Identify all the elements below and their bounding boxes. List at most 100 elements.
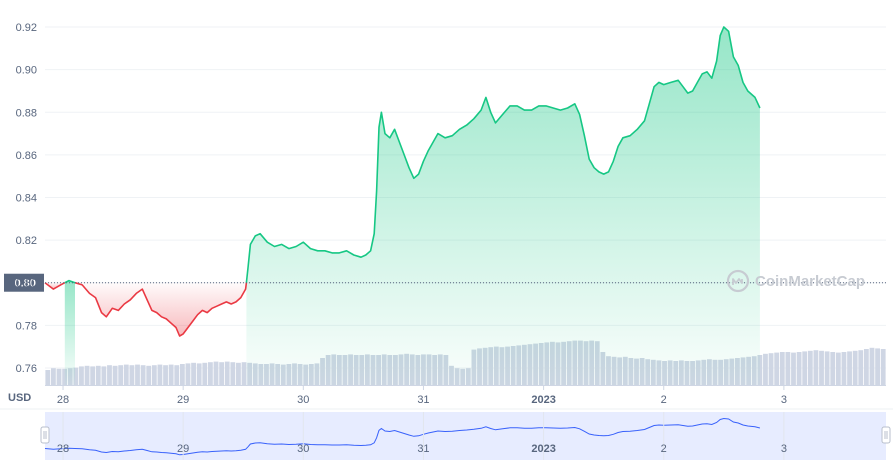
navigator-left-handle[interactable] xyxy=(40,426,50,444)
navigator-tick-label: 28 xyxy=(57,443,69,455)
volume-bar xyxy=(163,365,168,385)
price-line-down xyxy=(74,281,248,337)
volume-bar xyxy=(219,362,225,385)
x-tick-label: 3 xyxy=(781,394,787,406)
navigator-right-handle[interactable] xyxy=(881,426,891,444)
volume-bar xyxy=(863,349,869,385)
volume-bar xyxy=(174,365,180,385)
volume-bar xyxy=(819,350,824,385)
volume-bar xyxy=(852,350,858,385)
navigator-tick-label: 31 xyxy=(417,443,429,455)
y-axis: 0.76 0.78 0.80 0.82 0.84 0.86 0.88 0.90 0.92 xyxy=(16,22,37,375)
volume-bar xyxy=(157,364,163,385)
x-tick-label: 2 xyxy=(661,394,667,406)
currency-label: USD xyxy=(8,392,31,404)
volume-bar xyxy=(875,348,880,385)
navigator-tick-label: 30 xyxy=(297,443,309,455)
volume-bar xyxy=(151,365,157,385)
reference-label-box xyxy=(4,273,44,292)
volume-bar xyxy=(79,366,84,385)
coinmarketcap-logo-mark xyxy=(732,278,743,285)
volume-bar xyxy=(835,352,841,385)
volume-bar xyxy=(45,370,51,385)
volume-bar xyxy=(213,361,219,385)
volume-bar xyxy=(858,350,864,385)
volume-bar xyxy=(807,350,813,385)
volume-bar xyxy=(202,362,208,385)
volume-bar xyxy=(841,352,847,385)
watermark-text: CoinMarketCap xyxy=(755,273,865,290)
volume-bar xyxy=(791,352,796,385)
volume-bar xyxy=(84,365,90,385)
volume-bar xyxy=(802,351,808,385)
range-navigator[interactable]: 28 29 30 31 2023 2 3 xyxy=(0,408,893,460)
navigator-tick-label: 29 xyxy=(177,443,189,455)
volume-bar xyxy=(123,364,129,385)
x-tick-label: 2023 xyxy=(531,394,555,406)
reference-label: 0.80 xyxy=(15,278,36,290)
watermark-logo: CoinMarketCap xyxy=(726,269,865,293)
volume-bar xyxy=(779,352,785,385)
volume-bar xyxy=(191,362,196,385)
y-tick-label: 0.78 xyxy=(16,320,37,332)
volume-bar xyxy=(774,352,780,385)
volume-bar xyxy=(236,362,241,385)
y-tick-label: 0.76 xyxy=(16,363,37,375)
volume-bar xyxy=(880,349,886,385)
x-tick-label: 31 xyxy=(417,394,429,406)
volume-bar xyxy=(179,364,185,385)
volume-bar xyxy=(168,364,174,385)
navigator-line xyxy=(44,417,761,456)
volume-bar xyxy=(107,365,112,385)
volume-bar xyxy=(768,353,774,385)
volume-bar xyxy=(824,351,830,385)
navigator-tick-label: 3 xyxy=(781,443,787,455)
volume-bar xyxy=(830,352,836,385)
volume-bar xyxy=(146,365,152,385)
y-tick-label: 0.90 xyxy=(16,65,37,77)
volume-bar xyxy=(95,365,101,385)
volume-bar xyxy=(90,366,96,385)
volume-bar xyxy=(241,362,247,385)
x-tick-label: 28 xyxy=(57,394,69,406)
y-tick-label: 0.92 xyxy=(16,22,37,34)
coinmarketcap-logo-icon xyxy=(726,269,750,293)
price-line-down xyxy=(44,281,66,290)
volume-bar xyxy=(135,364,140,385)
volume-bar xyxy=(118,365,124,385)
price-line xyxy=(44,26,761,337)
reference-line: 0.80 xyxy=(4,273,886,292)
volume-bar xyxy=(62,368,68,385)
volume-bar xyxy=(813,350,819,385)
x-axis: USD 28 29 30 31 2023 2 3 xyxy=(8,385,886,406)
volume-bar xyxy=(101,366,107,385)
price-area-down xyxy=(75,282,247,336)
volume-bar xyxy=(847,351,852,385)
navigator-tick-label: 2023 xyxy=(531,443,555,455)
volume-bar xyxy=(112,365,118,385)
volume-bar xyxy=(796,352,802,385)
volume-bar xyxy=(785,352,791,385)
navigator-selection xyxy=(45,412,886,460)
volume-bar xyxy=(56,368,62,385)
navigator-tick-label: 2 xyxy=(661,443,667,455)
y-tick-label: 0.82 xyxy=(16,235,37,247)
volume-bar xyxy=(51,368,56,385)
y-tick-label: 0.84 xyxy=(16,193,37,205)
x-tick-label: 29 xyxy=(177,394,189,406)
price-line-up xyxy=(64,279,76,284)
y-tick-label: 0.80 xyxy=(16,278,37,290)
price-line-up xyxy=(245,26,761,283)
volume-bar xyxy=(129,365,135,385)
volume-bar xyxy=(185,363,191,385)
volume-bar xyxy=(140,365,146,385)
volume-bar xyxy=(230,362,236,385)
volume-bar xyxy=(869,347,875,385)
y-tick-label: 0.88 xyxy=(16,107,37,119)
volume-bar xyxy=(207,362,213,385)
volume-bar xyxy=(73,367,79,385)
volume-bar xyxy=(224,361,230,385)
price-area xyxy=(45,27,760,385)
volume-bar xyxy=(196,363,202,385)
